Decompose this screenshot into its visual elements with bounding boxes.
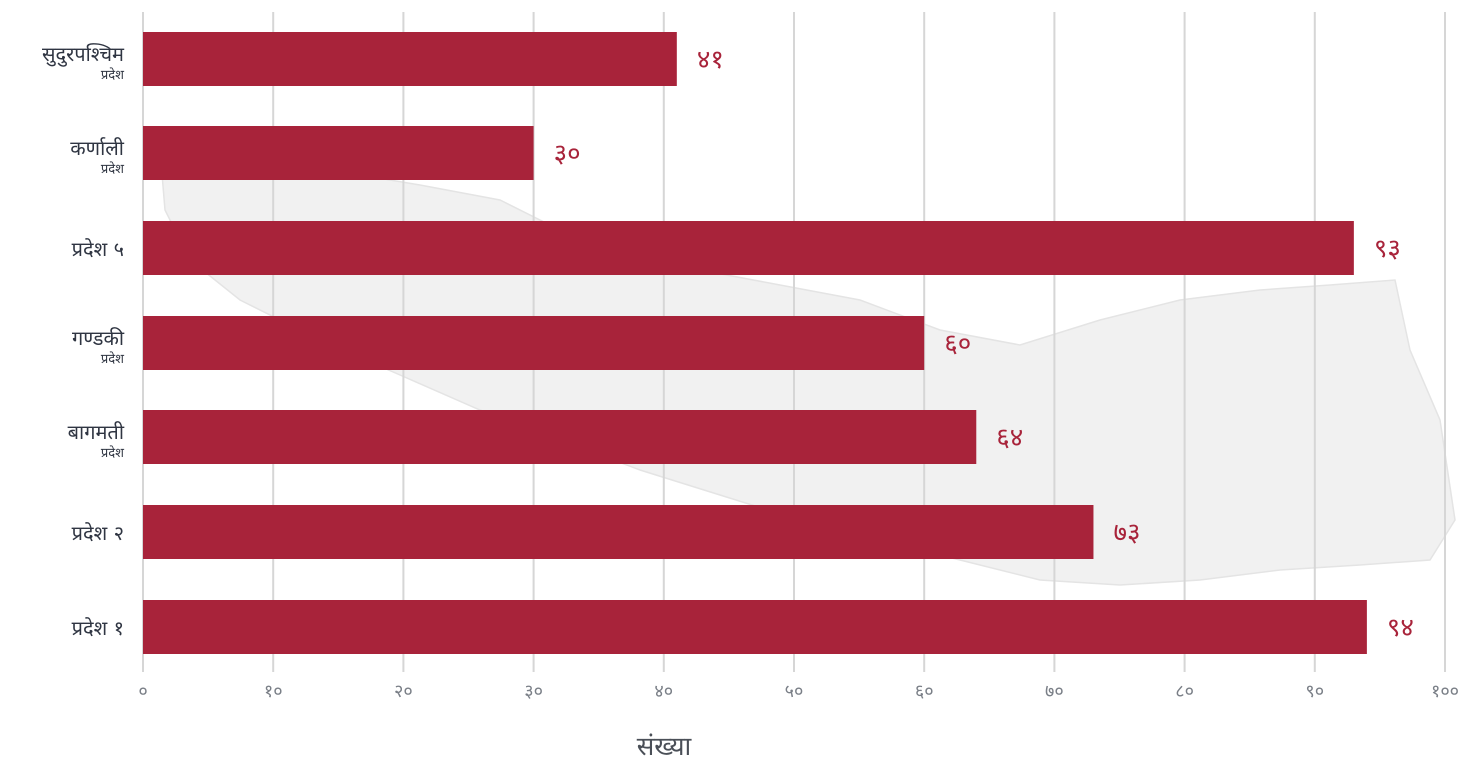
x-tick-label: ५० <box>785 681 804 702</box>
bar <box>143 505 1094 559</box>
bar <box>143 126 534 180</box>
bar <box>143 316 925 370</box>
x-tick-label: ३० <box>524 681 543 702</box>
x-tick-label: ० <box>138 681 147 702</box>
category-label: बागमती <box>68 420 125 444</box>
bar <box>143 410 977 464</box>
bar-value-label: ६० <box>944 329 971 359</box>
x-tick-label: २० <box>394 681 413 702</box>
x-tick-label: ९० <box>1305 681 1324 702</box>
x-axis-tick-labels: ० १० २० ३० ४० ५० ६० ७० ८० ९० १०० <box>138 681 1459 702</box>
category-label: प्रदेश १ <box>72 616 124 640</box>
category-label: प्रदेश ५ <box>72 237 124 261</box>
x-tick-label: ६० <box>915 681 934 702</box>
bar <box>143 600 1367 654</box>
x-tick-label: ८० <box>1175 681 1194 702</box>
category-sublabel: प्रदेश <box>101 67 125 83</box>
category-label: प्रदेश २ <box>72 521 124 545</box>
bar-value-label: ६४ <box>996 423 1023 453</box>
x-axis-title: संख्या <box>637 732 693 762</box>
bar-value-label: ३० <box>554 139 581 169</box>
bar-value-label: ४१ <box>697 45 724 75</box>
y-axis-category-labels: सुदुरपश्चिमप्रदेशकर्णालीप्रदेशप्रदेश ५गण… <box>42 42 125 640</box>
category-sublabel: प्रदेश <box>101 161 125 177</box>
bar-value-label: ९३ <box>1374 234 1401 264</box>
category-label: गण्डकी <box>72 326 125 350</box>
category-label: सुदुरपश्चिम <box>42 42 125 67</box>
value-labels: ४१ ३० ९३ ६० ६४ ७३ ९४ <box>554 45 1414 643</box>
bar <box>143 32 677 86</box>
x-tick-label: १० <box>264 681 283 702</box>
x-tick-label: ४० <box>654 681 673 702</box>
bar <box>143 221 1354 275</box>
category-sublabel: प्रदेश <box>101 351 125 367</box>
x-tick-label: ७० <box>1045 681 1064 702</box>
bar-value-label: ७३ <box>1113 518 1140 548</box>
bar-value-label: ९४ <box>1387 613 1414 643</box>
category-label: कर्णाली <box>70 136 125 160</box>
bars <box>143 32 1367 654</box>
category-sublabel: प्रदेश <box>101 445 125 461</box>
x-tick-label: १०० <box>1431 681 1459 702</box>
